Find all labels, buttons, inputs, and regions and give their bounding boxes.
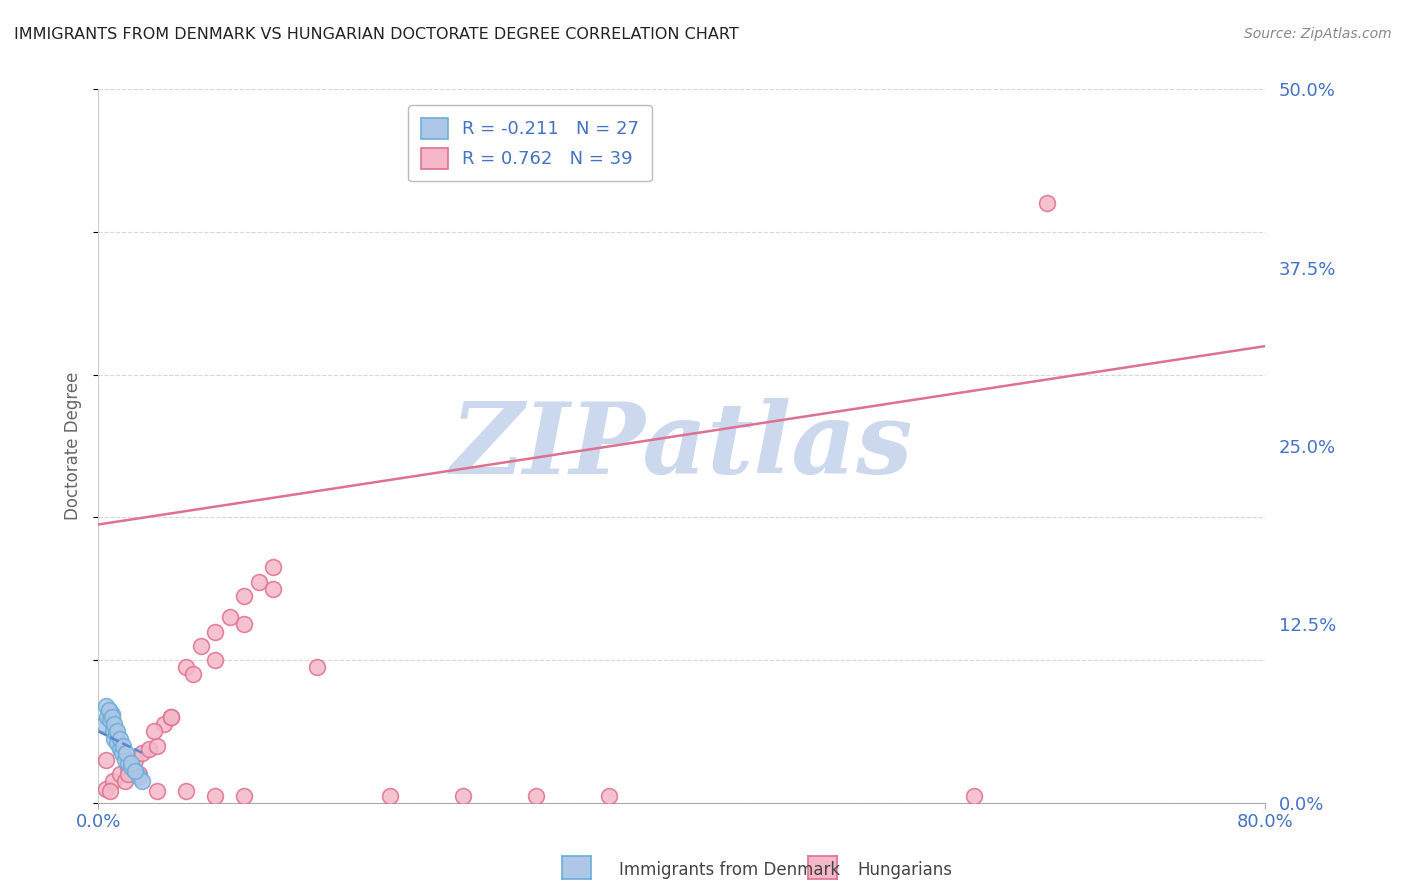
Point — [124, 753, 146, 767]
Point — [110, 741, 132, 756]
Point — [190, 639, 212, 653]
Point — [181, 667, 204, 681]
Legend: R = -0.211   N = 27, R = 0.762   N = 39: R = -0.211 N = 27, R = 0.762 N = 39 — [408, 105, 652, 181]
Point — [233, 789, 256, 803]
Point — [218, 610, 240, 624]
Point — [101, 774, 124, 789]
Point — [100, 707, 122, 722]
Point — [93, 717, 115, 731]
Point — [100, 710, 122, 724]
Point — [262, 560, 284, 574]
Point — [142, 724, 165, 739]
Point — [233, 617, 256, 632]
Point — [524, 789, 547, 803]
Point — [105, 724, 128, 739]
Point — [174, 784, 197, 798]
Text: Immigrants from Denmark: Immigrants from Denmark — [619, 861, 839, 879]
Point — [117, 760, 139, 774]
Point — [96, 710, 118, 724]
Point — [105, 736, 128, 750]
Point — [262, 582, 284, 596]
Point — [204, 789, 226, 803]
Point — [247, 574, 270, 589]
Point — [146, 739, 169, 753]
Point — [128, 770, 150, 784]
Point — [120, 760, 142, 774]
Point — [117, 756, 139, 770]
Point — [94, 698, 117, 713]
Point — [110, 731, 132, 746]
Point — [160, 710, 183, 724]
Point — [111, 746, 134, 760]
Point — [598, 789, 620, 803]
Point — [138, 741, 160, 756]
Point — [114, 774, 136, 789]
Point — [962, 789, 984, 803]
Point — [380, 789, 402, 803]
Point — [104, 727, 127, 741]
Point — [117, 767, 139, 781]
Point — [103, 717, 125, 731]
Point — [115, 746, 138, 760]
Point — [153, 717, 176, 731]
Point — [124, 764, 146, 779]
Text: Hungarians: Hungarians — [858, 861, 953, 879]
Point — [451, 789, 474, 803]
Y-axis label: Doctorate Degree: Doctorate Degree — [65, 372, 83, 520]
Point — [98, 713, 121, 727]
Point — [204, 653, 226, 667]
Text: Source: ZipAtlas.com: Source: ZipAtlas.com — [1244, 27, 1392, 41]
Point — [233, 589, 256, 603]
Text: ZIPatlas: ZIPatlas — [451, 398, 912, 494]
Point — [112, 739, 135, 753]
Point — [97, 703, 120, 717]
Point — [103, 731, 125, 746]
Text: IMMIGRANTS FROM DENMARK VS HUNGARIAN DOCTORATE DEGREE CORRELATION CHART: IMMIGRANTS FROM DENMARK VS HUNGARIAN DOC… — [14, 27, 738, 42]
Point — [146, 784, 169, 798]
Point — [1035, 196, 1057, 211]
Point — [204, 624, 226, 639]
Point — [94, 781, 117, 796]
Point — [131, 774, 153, 789]
Point — [98, 784, 121, 798]
Point — [120, 756, 142, 770]
Point — [124, 764, 146, 779]
Point — [131, 746, 153, 760]
Point — [128, 767, 150, 781]
Point — [114, 753, 136, 767]
Point — [174, 660, 197, 674]
Point — [94, 753, 117, 767]
Point — [101, 724, 124, 739]
Point — [97, 703, 120, 717]
Point — [160, 710, 183, 724]
Point — [307, 660, 329, 674]
Point — [110, 767, 132, 781]
